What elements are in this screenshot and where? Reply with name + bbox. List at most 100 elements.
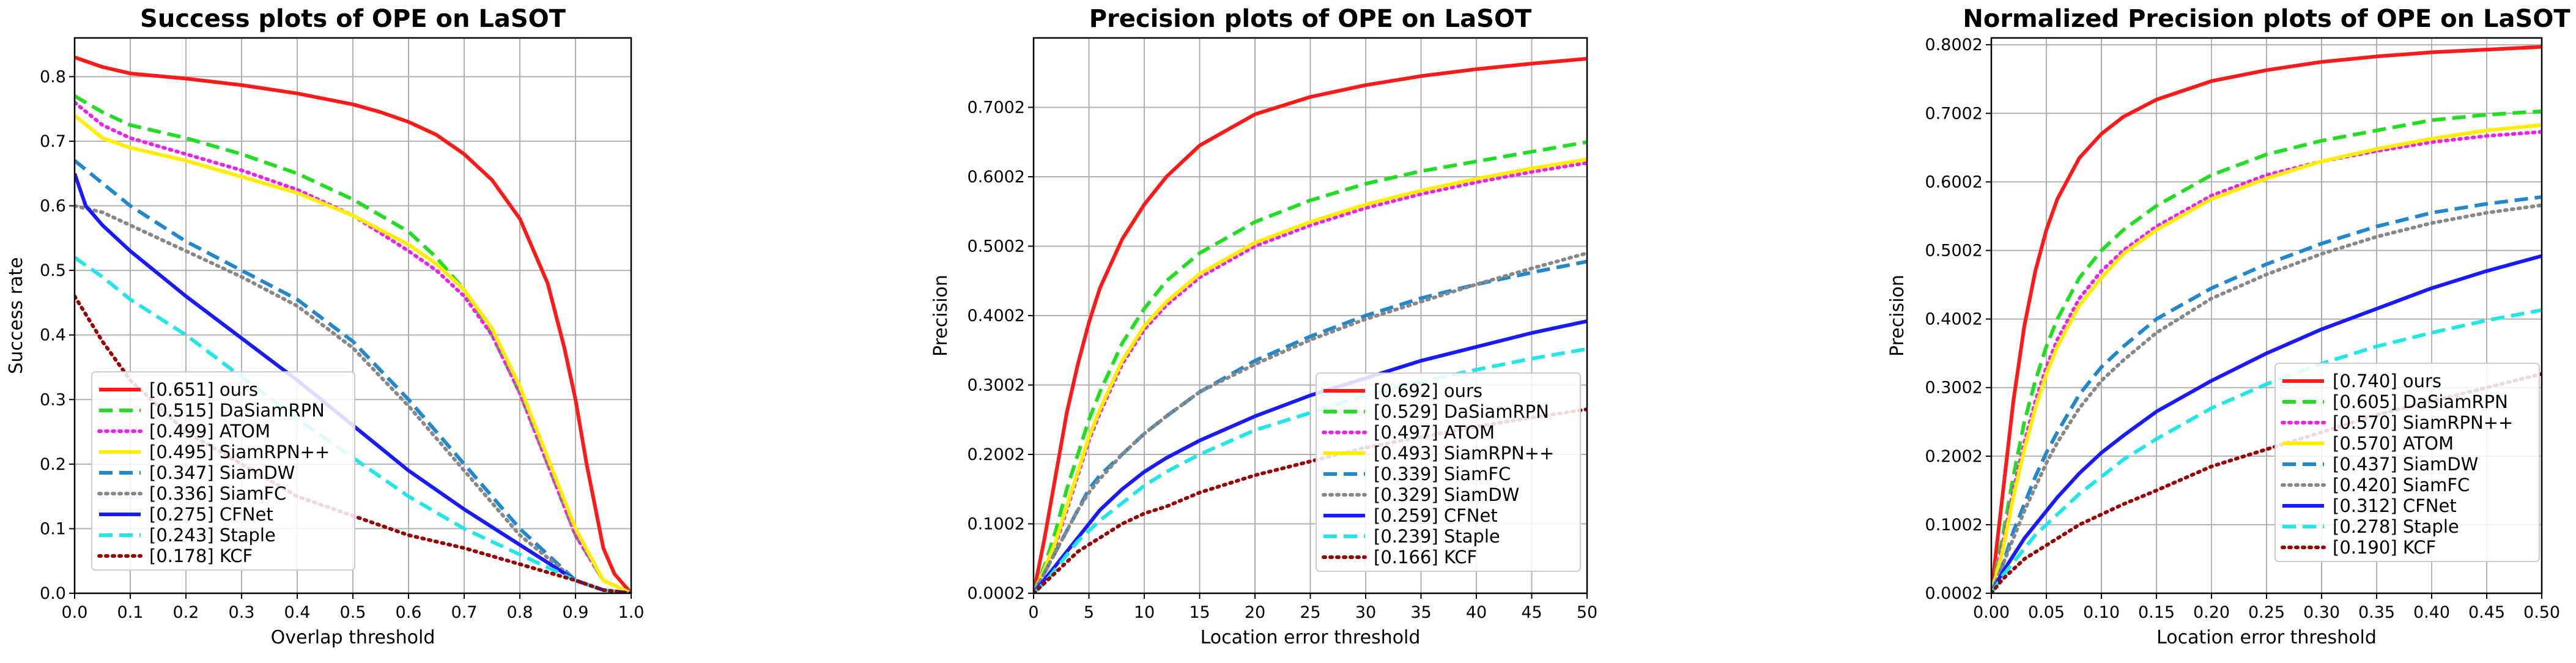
series-line-2: [1034, 140, 1587, 593]
x-tick-label: 0.7: [451, 603, 478, 622]
legend-label-2: [0.515] DaSiamRPN: [149, 400, 325, 421]
y-tick-label: 0.7002: [1925, 104, 1983, 123]
legend-label-9: [0.190] KCF: [2333, 537, 2436, 558]
legend-label-1: [0.651] ours: [149, 379, 258, 400]
x-tick-label: 30: [1355, 603, 1376, 622]
x-tick-label: 0.9: [563, 603, 589, 622]
chart-panel-2: Precision plots of OPE on LaSOT 0 5 10 15 20 2…: [930, 5, 1597, 648]
y-axis-label: Success rate: [6, 257, 27, 374]
y-tick-label: 0.2: [40, 455, 66, 474]
legend-label-8: [0.243] Staple: [149, 525, 276, 546]
x-tick-label: 0.15: [2138, 603, 2175, 622]
x-tick-label: 0.00: [1973, 603, 2010, 622]
x-tick-label: 0.40: [2413, 603, 2450, 622]
y-tick-label: 0.1002: [968, 515, 1025, 534]
chart-title: Success plots of OPE on LaSOT: [140, 5, 566, 33]
series-line-6: [1034, 251, 1587, 593]
x-tick-label: 0.8: [507, 603, 533, 622]
x-tick-label: 0.30: [2303, 603, 2340, 622]
series-line-9: [1034, 407, 1587, 593]
x-tick-label: 0.25: [2248, 603, 2285, 622]
legend-box: [91, 371, 355, 571]
legend-label-8: [0.239] Staple: [1374, 526, 1500, 547]
y-tick-label: 0.1002: [1925, 516, 1983, 535]
x-tick-label: 35: [1410, 603, 1431, 622]
series-line-8: [1034, 347, 1587, 593]
y-tick-label: 0.0002: [1925, 584, 1983, 603]
x-axis-label: Location error threshold: [2156, 627, 2377, 648]
x-tick-label: 0.4: [284, 603, 311, 622]
series-line-7: [1034, 319, 1587, 593]
chart-panel-3: Normalized Precision plots of OPE on LaS…: [1887, 5, 2570, 648]
legend-label-9: [0.178] KCF: [149, 546, 253, 566]
x-tick-label: 40: [1466, 603, 1487, 622]
series-line-8: [1991, 308, 2542, 593]
x-tick-label: 0.0: [62, 603, 88, 622]
legend-label-6: [0.336] SiamFC: [149, 483, 286, 504]
y-tick-label: 0.0002: [968, 584, 1025, 603]
y-tick-label: 0.5002: [1925, 242, 1983, 261]
x-axis-label: Location error threshold: [1201, 627, 1421, 648]
x-tick-label: 0.6: [396, 603, 422, 622]
legend-label-5: [0.339] SiamFC: [1374, 464, 1511, 484]
legend-label-9: [0.166] KCF: [1374, 547, 1477, 568]
x-tick-label: 0.3: [229, 603, 255, 622]
series-line-1: [1991, 45, 2542, 593]
y-tick-label: 0.8: [40, 67, 66, 86]
legend-box: [2274, 363, 2540, 562]
y-tick-label: 0.0: [40, 584, 66, 603]
y-tick-label: 0.7002: [968, 98, 1025, 117]
x-axis-label: Overlap threshold: [271, 627, 435, 648]
y-tick-label: 0.6: [40, 197, 66, 216]
series-line-1: [1034, 57, 1587, 593]
legend: [0.740] ours[0.605] DaSiamRPN[0.570] Sia…: [2274, 363, 2540, 562]
legend-label-3: [0.499] ATOM: [149, 421, 270, 442]
series-line-5: [75, 159, 631, 593]
x-tick-label: 25: [1300, 603, 1320, 622]
x-tick-label: 0.50: [2523, 603, 2560, 622]
x-tick-label: 5: [1084, 603, 1094, 622]
legend-label-7: [0.312] CFNet: [2333, 495, 2457, 516]
legend-label-1: [0.692] ours: [1374, 380, 1482, 401]
y-tick-label: 0.4002: [968, 306, 1025, 325]
legend: [0.692] ours[0.529] DaSiamRPN[0.497] ATO…: [1316, 372, 1581, 572]
x-tick-label: 0.5: [340, 603, 366, 622]
x-tick-label: 0.45: [2468, 603, 2505, 622]
x-tick-label: 0.1: [117, 603, 144, 622]
y-tick-label: 0.7: [40, 132, 66, 151]
legend-label-4: [0.570] ATOM: [2333, 433, 2454, 454]
legend-label-6: [0.329] SiamDW: [1374, 484, 1519, 505]
legend-label-2: [0.605] DaSiamRPN: [2333, 391, 2508, 412]
y-axis-label: Precision: [930, 275, 952, 357]
y-tick-label: 0.4002: [1925, 310, 1983, 329]
series-line-6: [75, 204, 631, 593]
x-tick-label: 0.05: [2028, 603, 2065, 622]
y-tick-label: 0.5002: [968, 237, 1025, 256]
legend-label-8: [0.278] Staple: [2333, 516, 2459, 537]
legend-label-6: [0.420] SiamFC: [2333, 475, 2470, 495]
legend-label-3: [0.497] ATOM: [1374, 422, 1495, 443]
y-tick-label: 0.8002: [1925, 35, 1983, 54]
x-tick-label: 10: [1134, 603, 1155, 622]
legend-label-1: [0.740] ours: [2333, 371, 2441, 391]
legend-label-4: [0.493] SiamRPN++: [1374, 443, 1554, 464]
series-line-4: [1034, 157, 1587, 593]
x-tick-label: 45: [1521, 603, 1542, 622]
legend-label-7: [0.259] CFNet: [1374, 505, 1498, 526]
y-tick-label: 0.3002: [1925, 379, 1983, 398]
series-line-6: [1991, 203, 2542, 593]
series-line-3: [75, 100, 631, 593]
x-tick-label: 0.10: [2083, 603, 2120, 622]
legend-label-7: [0.275] CFNet: [149, 504, 273, 525]
y-tick-label: 0.1: [40, 519, 66, 538]
y-tick-label: 0.3002: [968, 376, 1025, 395]
x-tick-label: 0: [1028, 603, 1038, 622]
series-line-5: [1991, 195, 2542, 593]
legend-box: [1316, 372, 1581, 572]
series-line-1: [75, 55, 631, 593]
y-tick-label: 0.6002: [1925, 172, 1983, 191]
x-tick-label: 0.20: [2193, 603, 2230, 622]
series-line-7: [1991, 254, 2542, 593]
chart-title: Precision plots of OPE on LaSOT: [1089, 5, 1532, 33]
y-tick-label: 0.3: [40, 390, 66, 409]
